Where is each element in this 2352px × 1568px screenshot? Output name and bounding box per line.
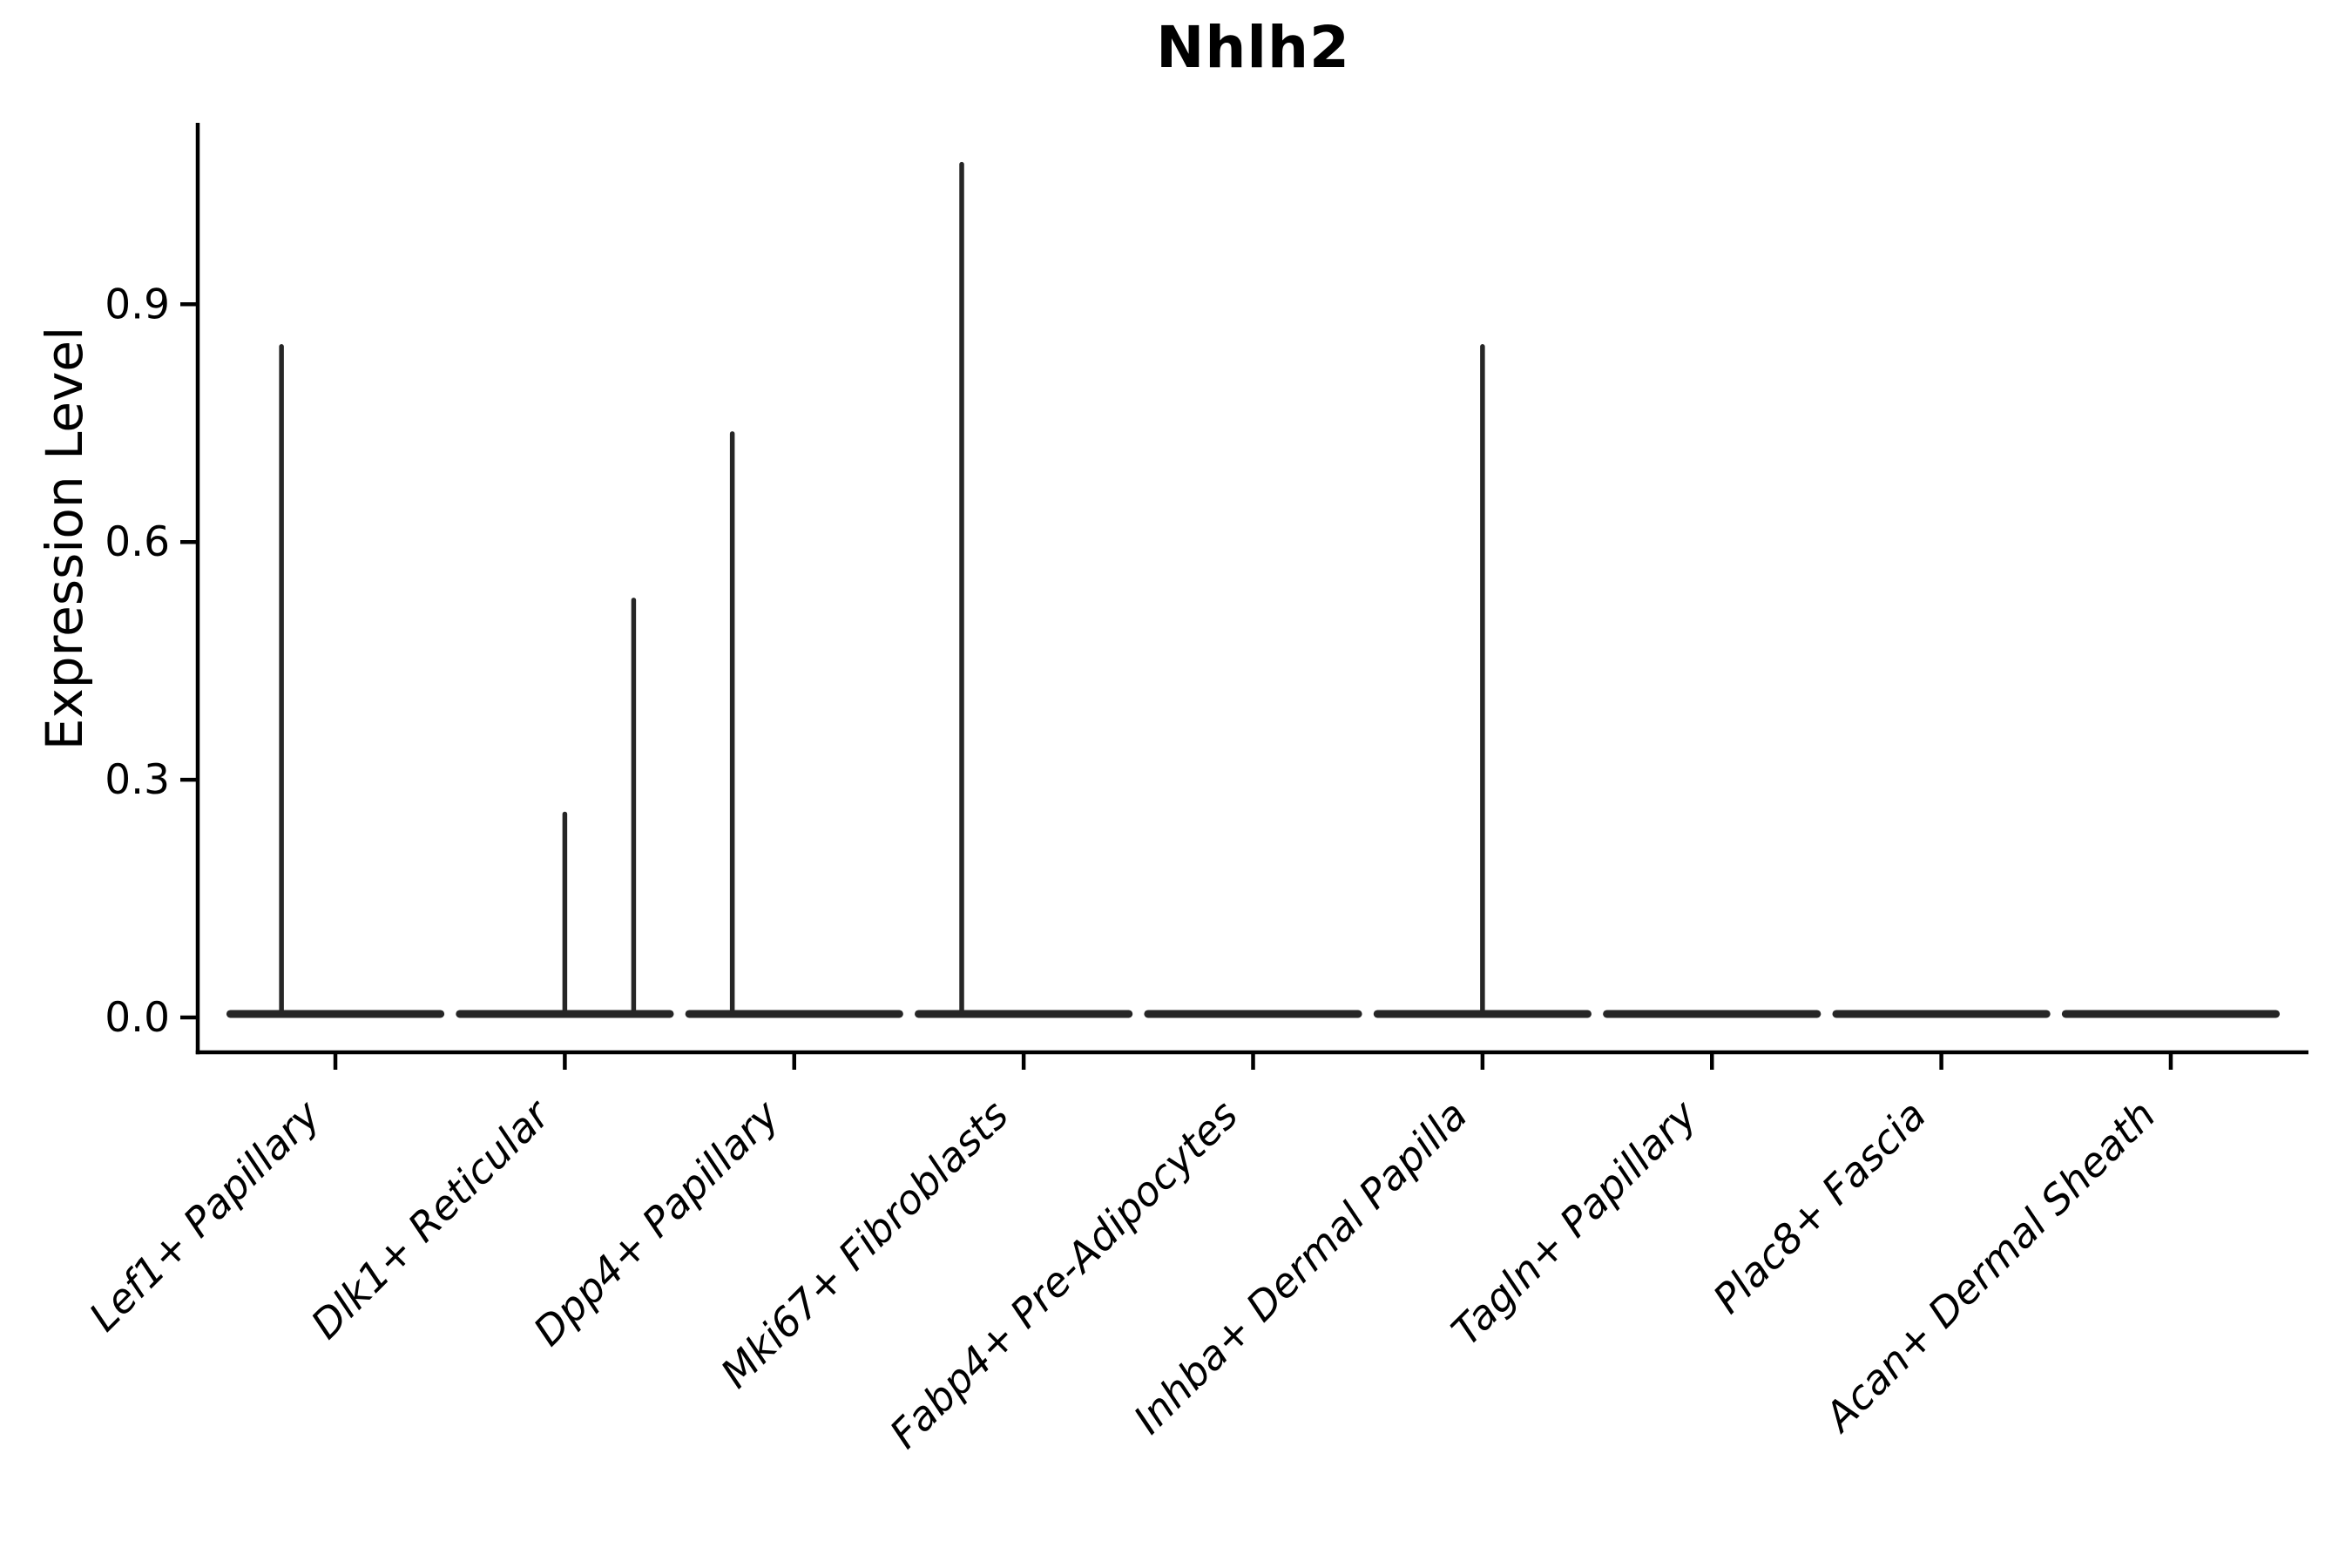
violin-body: [456, 1010, 674, 1018]
x-tick-label: Lef1+ Papillary: [80, 1091, 329, 1340]
y-tick-label: 0.3: [105, 756, 170, 804]
violin-body: [915, 1010, 1133, 1018]
violin-body: [1603, 1010, 1821, 1018]
x-tick-label: Plac8+ Fascia: [1704, 1092, 1935, 1322]
chart-title: Nhlh2: [1156, 14, 1350, 81]
y-tick-label: 0.0: [105, 994, 170, 1042]
x-tick-label: Dlk1+ Reticular: [302, 1089, 561, 1348]
violin-body: [685, 1010, 903, 1018]
x-tick-label: Tagln+ Papillary: [1443, 1091, 1707, 1355]
x-tick-label: Dpp4+ Papillary: [524, 1091, 788, 1355]
y-tick-label: 0.6: [105, 518, 170, 566]
violin-body: [1373, 1010, 1592, 1018]
violin-body: [2061, 1010, 2281, 1018]
violin-body: [226, 1010, 445, 1018]
violin-body: [1144, 1010, 1362, 1018]
y-tick-label: 0.9: [105, 280, 170, 328]
violin-body: [1832, 1010, 2051, 1018]
